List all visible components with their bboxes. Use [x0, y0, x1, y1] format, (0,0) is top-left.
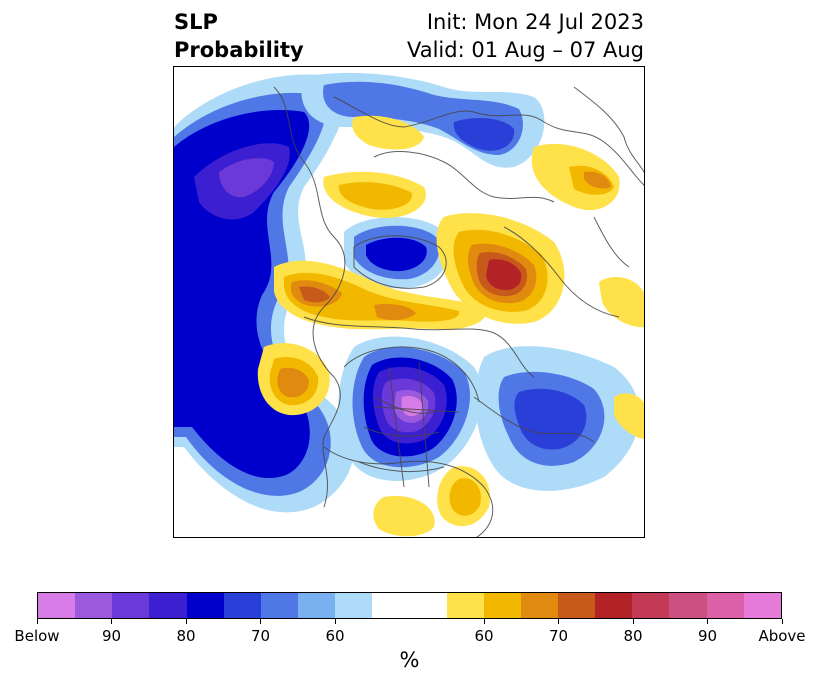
colorbar-segment: [335, 593, 373, 618]
colorbar-tick-label: Above: [758, 627, 806, 645]
title-line-variable: SLP: [174, 10, 218, 34]
colorbar-segment: [409, 593, 447, 618]
colorbar-tick-label: 90: [697, 627, 718, 645]
colorbar-unit: %: [399, 648, 420, 672]
colorbar-segment: [743, 593, 781, 618]
colorbar-tick: [632, 619, 634, 624]
colorbar-tick-label: Below: [14, 627, 60, 645]
colorbar-segment: [186, 593, 224, 618]
colorbar-segment: [557, 593, 596, 618]
colorbar-tick: [558, 619, 559, 624]
colorbar-tick-label: 90: [101, 627, 122, 645]
colorbar-tick: [260, 619, 261, 624]
colorbar-segment: [297, 593, 336, 618]
colorbar-tick-label: 70: [548, 627, 569, 645]
forecast-info: Init: Mon 24 Jul 2023 Valid: 01 Aug – 07…: [407, 8, 644, 64]
below-normal-north-america: [338, 336, 483, 481]
above-normal-band: [274, 260, 486, 330]
colorbar-tick-label: 60: [474, 627, 494, 645]
below-normal-arctic: [344, 217, 450, 289]
colorbar-tick: [334, 619, 336, 624]
colorbar-tick: [483, 619, 485, 624]
colorbar-segment: [223, 593, 261, 618]
colorbar-tick: [111, 619, 112, 624]
colorbar-segment: [149, 593, 187, 618]
colorbar-tick-label: 80: [176, 627, 196, 645]
above-normal-southeast: [373, 277, 644, 537]
colorbar-segment: [112, 593, 150, 618]
above-normal-eurasia: [436, 213, 565, 324]
colorbar-segment: [632, 593, 670, 618]
above-normal-pacific: [257, 343, 330, 416]
colorbar-segment: [669, 593, 707, 618]
colorbar-segment: [75, 593, 113, 618]
below-normal-atlantic: [475, 346, 640, 491]
colorbar-segment: [595, 593, 633, 618]
colorbar-tick-label: 80: [623, 627, 643, 645]
colorbar-segment: [260, 593, 298, 618]
valid-range: Valid: 01 Aug – 07 Aug: [406, 38, 644, 62]
above-normal-north: [323, 115, 620, 218]
colorbar-tick: [185, 619, 187, 624]
colorbar-segment: [706, 593, 744, 618]
colorbar-segment: [520, 593, 558, 618]
colorbar-tick-label: 60: [325, 627, 345, 645]
map-panel: [173, 66, 645, 538]
below-normal-north: [301, 72, 545, 168]
colorbar-segment: [446, 593, 484, 618]
colorbar-tick-label: 70: [250, 627, 271, 645]
title-line-metric: Probability: [174, 38, 304, 62]
colorbar-segment: [372, 593, 410, 618]
colorbar-segment: [38, 593, 76, 618]
init-date: Init: Mon 24 Jul 2023: [426, 10, 644, 34]
colorbar-tick: [781, 619, 783, 624]
colorbar-ticks: Below 90 80 70 60 60 70 80 90 Above: [14, 619, 806, 645]
coastlines: [273, 86, 644, 537]
colorbar-segment: [483, 593, 521, 618]
colorbar-tick: [36, 619, 38, 624]
colorbar-tick: [707, 619, 708, 624]
chart-title: SLP Probability: [174, 8, 304, 64]
colorbar: [37, 592, 782, 619]
probability-map: [174, 67, 644, 537]
